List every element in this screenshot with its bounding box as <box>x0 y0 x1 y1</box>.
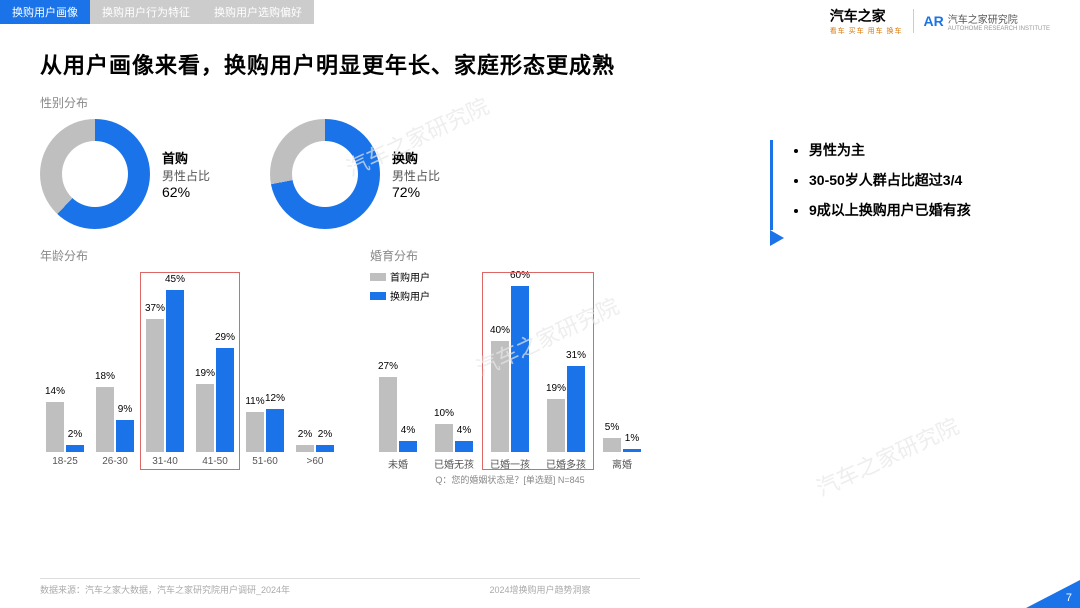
bar-value-label: 14% <box>45 386 65 397</box>
bar: 5% <box>603 438 621 452</box>
age-label: 年龄分布 <box>40 247 340 264</box>
bar: 1% <box>623 449 641 452</box>
logo-divider <box>913 9 914 33</box>
bar: 37% <box>146 319 164 452</box>
bar: 31% <box>567 366 585 452</box>
tab[interactable]: 换购用户行为特征 <box>90 0 202 24</box>
donut-caption: 首购男性占比62% <box>162 148 210 200</box>
bar-value-label: 37% <box>145 303 165 314</box>
bar: 2% <box>66 445 84 452</box>
bar: 40% <box>491 341 509 452</box>
bar: 12% <box>266 409 284 452</box>
bar-value-label: 29% <box>215 332 235 343</box>
bar-value-label: 5% <box>605 422 619 433</box>
bar: 11% <box>246 412 264 452</box>
x-axis-label: 离婚 <box>594 456 650 471</box>
watermark: 汽车之家研究院 <box>810 409 963 503</box>
logo-area: 汽车之家 看车 买车 用车 换车 AR 汽车之家研究院 AUTOHOME RES… <box>830 6 1050 36</box>
x-axis-label: 41-50 <box>190 456 240 467</box>
bar: 19% <box>196 384 214 452</box>
donut-chart <box>40 119 150 229</box>
insights-arrow-icon <box>770 230 784 246</box>
gender-label: 性别分布 <box>40 94 720 111</box>
bar-value-label: 2% <box>68 429 82 440</box>
insight-item: 30-50岁人群占比超过3/4 <box>809 170 1050 190</box>
bar: 60% <box>511 286 529 452</box>
bar: 14% <box>46 402 64 452</box>
x-axis-label: 未婚 <box>370 456 426 471</box>
bar: 29% <box>216 348 234 452</box>
gender-section: 性别分布 首购男性占比62% 换购男性占比72% <box>40 94 720 229</box>
insight-item: 男性为主 <box>809 140 1050 160</box>
bar: 2% <box>316 445 334 452</box>
x-axis-label: 已婚无孩 <box>426 456 482 471</box>
bar-value-label: 60% <box>510 270 530 281</box>
x-axis-label: 已婚多孩 <box>538 456 594 471</box>
bar-value-label: 10% <box>434 408 454 419</box>
bar: 27% <box>379 377 397 452</box>
bar-value-label: 2% <box>318 429 332 440</box>
tab[interactable]: 换购用户画像 <box>0 0 90 24</box>
bar-value-label: 4% <box>457 425 471 436</box>
bar: 4% <box>399 441 417 452</box>
insight-item: 9成以上换购用户已婚有孩 <box>809 200 1050 220</box>
page-title: 从用户画像来看，换购用户明显更年长、家庭形态更成熟 <box>40 48 1080 80</box>
bar-value-label: 45% <box>165 274 185 285</box>
bar: 45% <box>166 290 184 452</box>
x-axis-label: 18-25 <box>40 456 90 467</box>
bar-value-label: 18% <box>95 371 115 382</box>
bar-value-label: 12% <box>265 393 285 404</box>
x-axis-label: >60 <box>290 456 340 467</box>
bar-value-label: 4% <box>401 425 415 436</box>
bar-value-label: 1% <box>625 433 639 444</box>
insights-panel: 男性为主 30-50岁人群占比超过3/4 9成以上换购用户已婚有孩 <box>770 140 1050 230</box>
marriage-x-labels: 未婚已婚无孩已婚一孩已婚多孩离婚 <box>370 456 650 471</box>
x-axis-label: 26-30 <box>90 456 140 467</box>
bar: 9% <box>116 420 134 452</box>
age-bar-chart: 14%2%18%9%37%45%19%29%11%12%2%2% <box>40 272 340 452</box>
page-number: 7 <box>1026 580 1080 608</box>
insights-list: 男性为主 30-50岁人群占比超过3/4 9成以上换购用户已婚有孩 <box>793 140 1050 220</box>
x-axis-label: 已婚一孩 <box>482 456 538 471</box>
donut-row: 首购男性占比62% 换购男性占比72% <box>40 119 720 229</box>
tab[interactable]: 换购用户选购偏好 <box>202 0 314 24</box>
bar: 19% <box>547 399 565 452</box>
bar-value-label: 9% <box>118 404 132 415</box>
x-axis-label: 31-40 <box>140 456 190 467</box>
donut-caption: 换购男性占比72% <box>392 148 440 200</box>
brand-logo-1: 汽车之家 <box>830 6 903 26</box>
bar: 4% <box>455 441 473 452</box>
bar: 2% <box>296 445 314 452</box>
bar-value-label: 40% <box>490 325 510 336</box>
bar: 10% <box>435 424 453 452</box>
marriage-bar-chart: 27%4%10%4%40%60%19%31%5%1% <box>370 272 650 452</box>
donut-chart <box>270 119 380 229</box>
age-section: 年龄分布 14%2%18%9%37%45%19%29%11%12%2%2% 18… <box>40 247 340 486</box>
marriage-label: 婚育分布 <box>370 247 650 264</box>
bar: 18% <box>96 387 114 452</box>
bar-value-label: 31% <box>566 350 586 361</box>
age-x-labels: 18-2526-3031-4041-5051-60>60 <box>40 456 340 467</box>
bar-value-label: 19% <box>195 368 215 379</box>
x-axis-label: 51-60 <box>240 456 290 467</box>
bar-value-label: 19% <box>546 383 566 394</box>
marriage-section: 婚育分布 首购用户换购用户 27%4%10%4%40%60%19%31%5%1%… <box>370 247 650 486</box>
bar-value-label: 2% <box>298 429 312 440</box>
marriage-footnote: Q：您的婚姻状态是？[单选题] N=845 <box>370 473 650 486</box>
footer-report: 2024增换购用户趋势洞察 <box>0 583 1080 596</box>
brand-logo-2-mark: AR <box>924 13 944 29</box>
bar-value-label: 27% <box>378 361 398 372</box>
bar-value-label: 11% <box>245 396 264 407</box>
